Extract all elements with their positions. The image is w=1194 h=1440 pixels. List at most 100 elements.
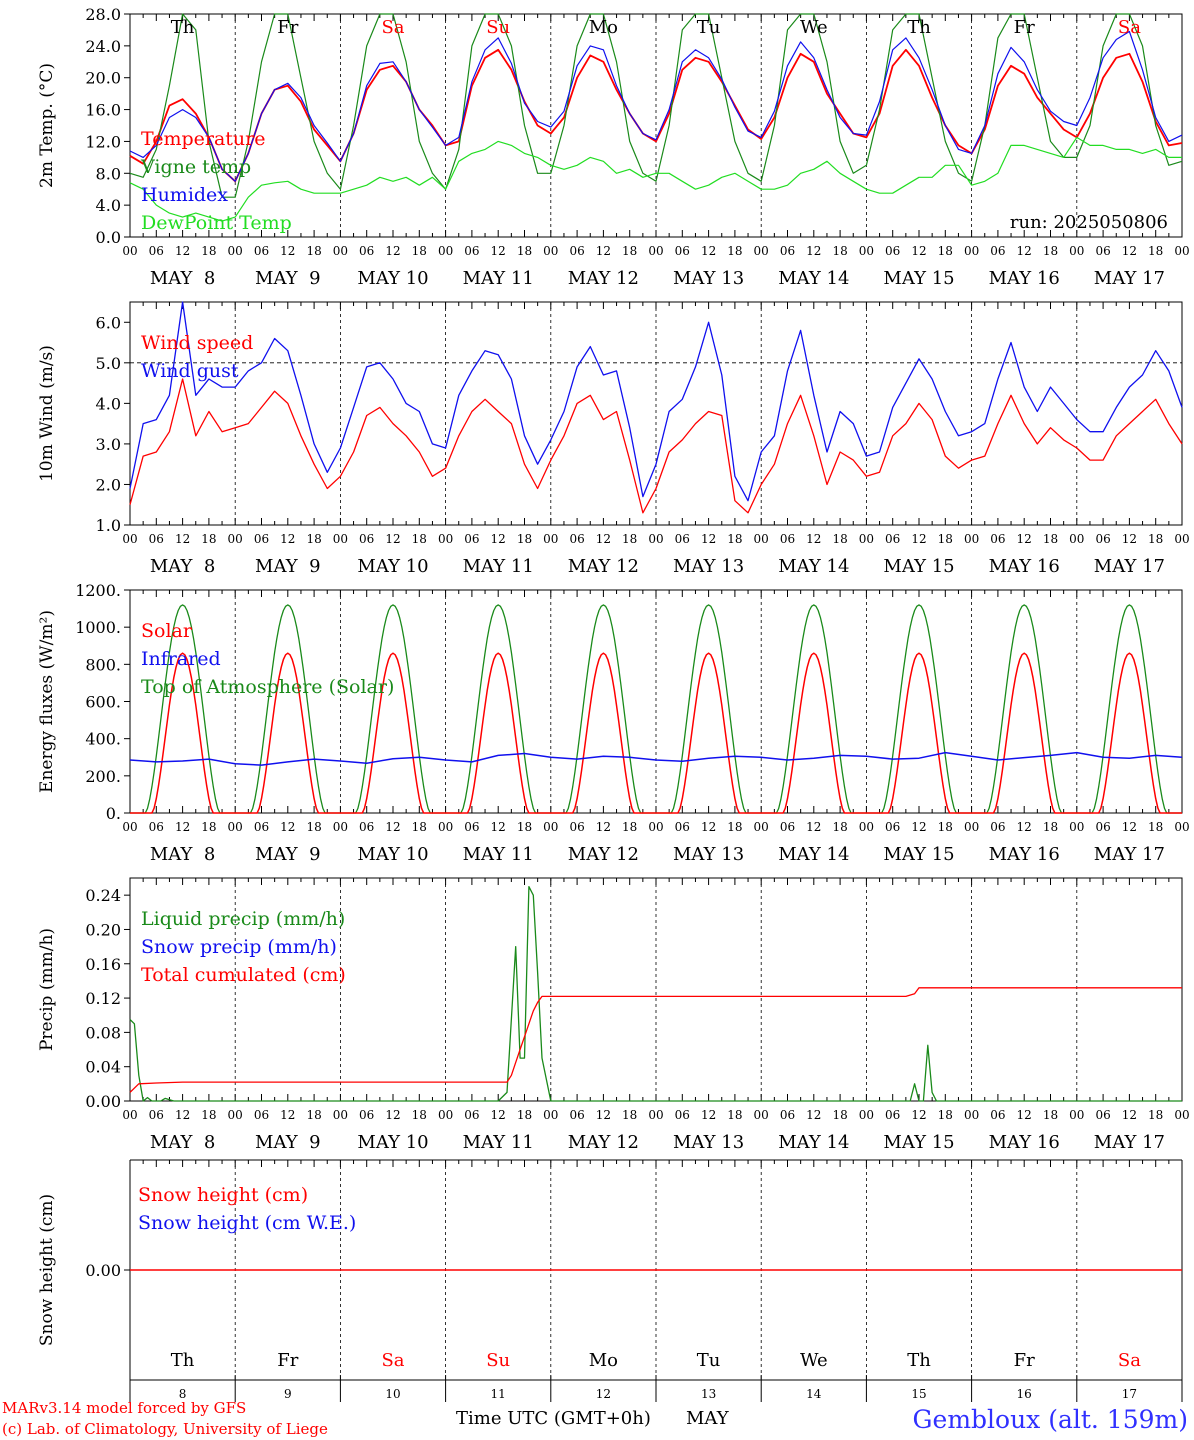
hour-label: 00: [543, 1108, 558, 1122]
legend-top-of-atmosphere-solar-: Top of Atmosphere (Solar): [141, 676, 394, 698]
y-axis-label: Precip (mm/h): [37, 928, 57, 1051]
y-tick-label: 16.0: [85, 101, 121, 120]
legend-solar: Solar: [141, 620, 193, 642]
hour-label: 12: [491, 244, 506, 258]
weekday-label: Tu: [697, 1350, 721, 1371]
hour-label: 18: [201, 820, 216, 834]
y-axis: 0.0 4.0 8.0 12.0 16.0 20.0 24.0 28.0 2m Temp. (°…: [37, 5, 130, 247]
date-label: MAY 12: [568, 1132, 639, 1153]
hour-label: 00: [333, 532, 348, 546]
hour-label: 00: [122, 244, 137, 258]
hour-label: 12: [1017, 244, 1032, 258]
date-label: MAY 16: [989, 844, 1060, 865]
hour-label: 12: [596, 1108, 611, 1122]
hour-label: 18: [412, 244, 427, 258]
hour-label: 12: [701, 244, 716, 258]
hour-label: 06: [149, 532, 164, 546]
day-number: 9: [284, 1387, 292, 1401]
hour-label: 00: [228, 244, 243, 258]
weekday-label: Sa: [381, 17, 404, 38]
hour-label: 06: [464, 820, 479, 834]
hour-label: 12: [596, 244, 611, 258]
date-label: MAY 10: [357, 844, 428, 865]
weekday-label: Fr: [277, 1350, 298, 1371]
y-tick-label: 0.16: [85, 955, 121, 974]
hour-label: 12: [175, 1108, 190, 1122]
hour-label: 12: [280, 244, 295, 258]
hour-label: 00: [964, 1108, 979, 1122]
date-label: MAY 14: [778, 268, 849, 289]
y-tick-label: 400.: [85, 730, 121, 749]
hour-label: 12: [1122, 532, 1137, 546]
legend-snow-height-cm: Snow height (cm): [138, 1184, 308, 1206]
date-label: MAY 17: [1094, 844, 1165, 865]
series-line-liquid-precip-mm-h-: [129, 885, 1182, 1102]
legend-dewpoint-temp: DewPoint Temp: [141, 212, 292, 234]
hour-label: 00: [333, 244, 348, 258]
y-axis-label: 10m Wind (m/s): [37, 345, 57, 482]
hour-label: 12: [385, 244, 400, 258]
hour-label: 06: [1095, 244, 1110, 258]
hour-label: 06: [569, 532, 584, 546]
hour-label: 18: [938, 532, 953, 546]
hour-label: 18: [201, 1108, 216, 1122]
weekday-label: Mo: [589, 17, 618, 38]
hour-label: 18: [938, 244, 953, 258]
series-line-temperature: [129, 48, 1183, 183]
hour-label: 12: [280, 1108, 295, 1122]
hour-label: 12: [175, 244, 190, 258]
date-label: MAY 13: [673, 844, 744, 865]
hour-label: 18: [517, 1108, 532, 1122]
y-tick-label: 8.0: [96, 164, 121, 183]
date-label: MAY 11: [463, 1132, 534, 1153]
hour-label: 00: [438, 532, 453, 546]
hour-label: 12: [1017, 1108, 1032, 1122]
y-tick-label: 0.20: [85, 920, 121, 939]
hour-label: 00: [438, 244, 453, 258]
copyright-credit: (c) Lab. of Climatology, University of L…: [2, 1420, 328, 1438]
hour-label: 12: [491, 1108, 506, 1122]
hour-label: 18: [517, 532, 532, 546]
hour-label: 12: [1017, 532, 1032, 546]
hour-label: 06: [1095, 1108, 1110, 1122]
hour-label: 12: [1122, 820, 1137, 834]
date-label: MAY 14: [778, 844, 849, 865]
series-line-wind-gust: [129, 301, 1183, 502]
hour-label: 18: [832, 532, 847, 546]
y-tick-label: 0.00: [85, 1092, 121, 1111]
weekday-label: Sa: [381, 1350, 404, 1371]
series-line-toa-solar: [130, 604, 1182, 814]
hour-label: 00: [1069, 820, 1084, 834]
hour-label: 00: [543, 532, 558, 546]
weekday-label: Tu: [697, 17, 721, 38]
hour-label: 18: [1043, 1108, 1058, 1122]
y-tick-label: 24.0: [85, 37, 121, 56]
hour-label: 18: [517, 244, 532, 258]
hour-label: 12: [175, 532, 190, 546]
hour-label: 12: [911, 532, 926, 546]
hour-label: 00: [648, 1108, 663, 1122]
hour-label: 00: [648, 532, 663, 546]
time-axis-labels: 00 06 12 18 00 06 12 18 00 06 12 18 00 06 12 18 00 06 12 18…: [122, 532, 1189, 577]
hour-label: 00: [228, 1108, 243, 1122]
date-label: MAY 8: [150, 1132, 215, 1153]
hour-label: 00: [333, 820, 348, 834]
hour-label: 06: [675, 820, 690, 834]
station-label: Gembloux (alt. 159m): [913, 1405, 1188, 1434]
hour-label: 06: [885, 1108, 900, 1122]
hour-label: 12: [911, 244, 926, 258]
hour-label: 12: [175, 820, 190, 834]
hour-label: 00: [543, 244, 558, 258]
hour-label: 00: [1069, 532, 1084, 546]
date-label: MAY 11: [463, 268, 534, 289]
hour-label: 00: [964, 820, 979, 834]
date-label: MAY 15: [883, 556, 954, 577]
date-label: MAY 16: [989, 1132, 1060, 1153]
legend-wind-speed: Wind speed: [141, 332, 253, 354]
weekday-label: Th: [171, 1350, 195, 1371]
hour-label: 06: [254, 532, 269, 546]
hour-label: 00: [859, 1108, 874, 1122]
hour-label: 18: [727, 820, 742, 834]
hour-label: 18: [727, 532, 742, 546]
